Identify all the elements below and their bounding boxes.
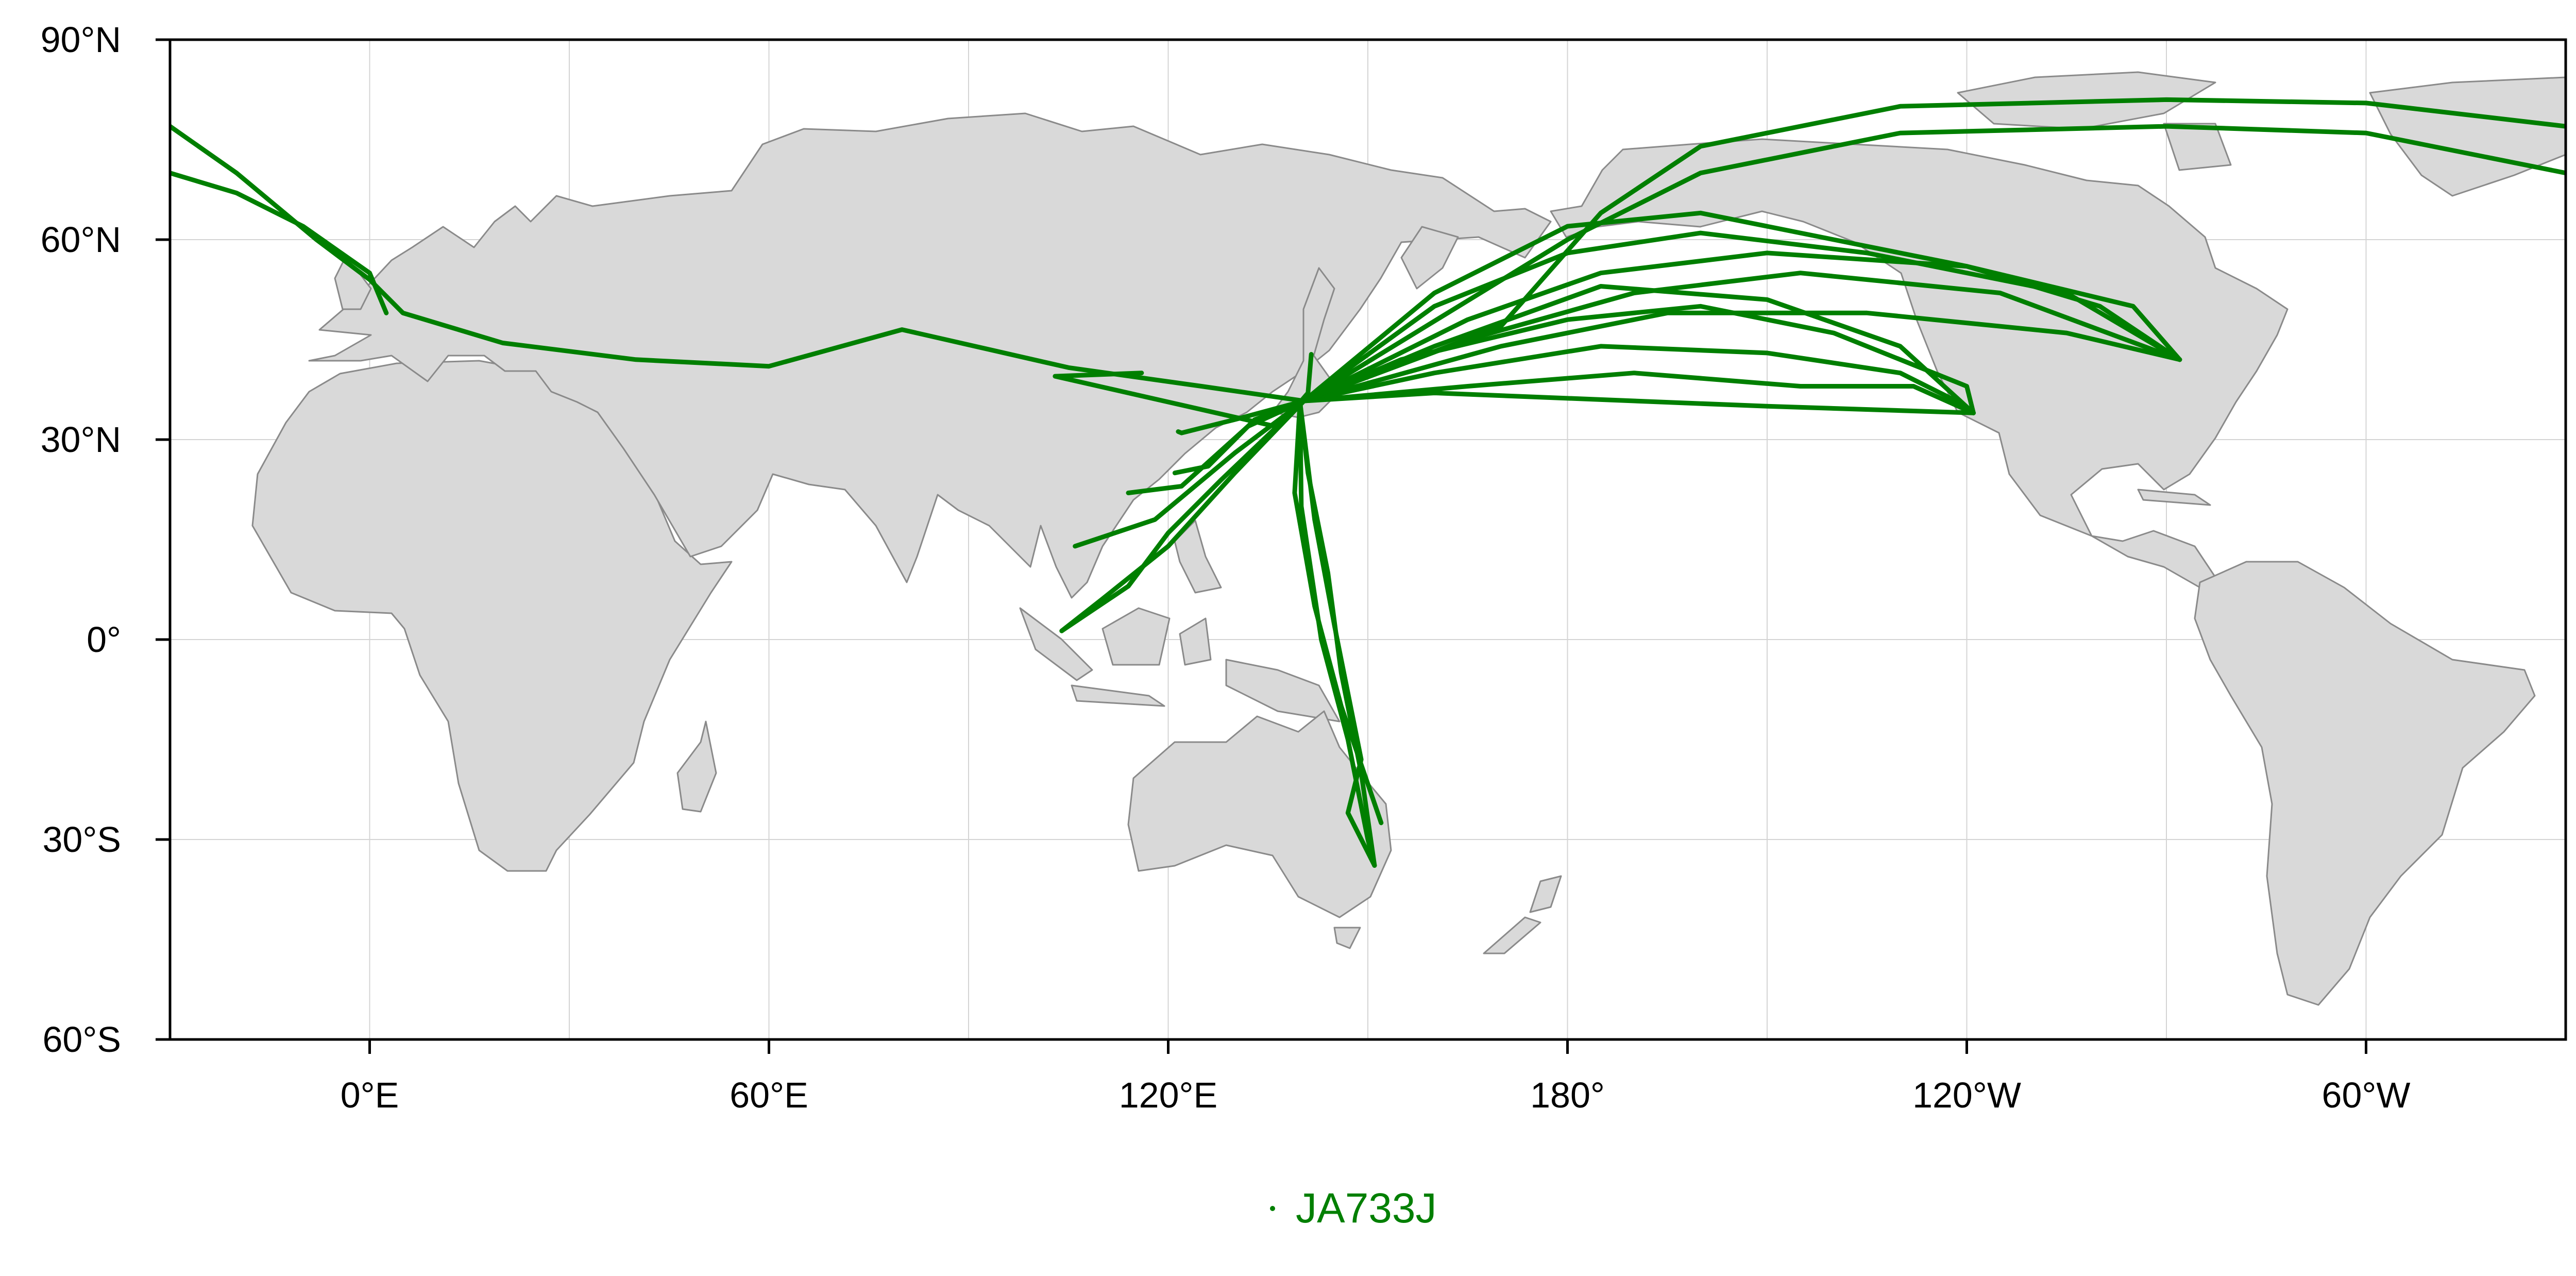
x-tick-label: 60°E — [730, 1075, 808, 1115]
y-tick-label: 90°N — [41, 20, 121, 60]
y-tick-label: 60°S — [42, 1019, 121, 1060]
flight-track — [1301, 344, 1976, 415]
x-tick-label: 0°E — [341, 1075, 399, 1115]
legend-label: JA733J — [1296, 1185, 1437, 1232]
y-tick-label: 30°S — [42, 819, 121, 860]
map-frame — [168, 38, 2567, 1041]
y-tick-label: 60°N — [41, 220, 121, 260]
x-axis: 0°E 60°E 120°E 180° 120°W 60°W — [341, 1039, 2411, 1115]
flight-track — [1053, 371, 1307, 429]
flight-track — [1126, 398, 1307, 495]
land-south-america — [2194, 561, 2536, 1006]
land-layer — [251, 71, 2566, 1006]
flight-track — [1301, 97, 2566, 404]
y-tick-label: 30°N — [41, 419, 121, 460]
x-tick-label: 120°W — [1912, 1075, 2021, 1115]
flight-track — [1301, 250, 2182, 404]
land-tasmania — [1333, 927, 1361, 949]
x-tick-label: 180° — [1530, 1075, 1605, 1115]
flight-track — [1297, 400, 1377, 868]
x-tick-label: 60°W — [2322, 1075, 2411, 1115]
land-madagascar — [676, 720, 717, 813]
land-australia — [1127, 710, 1392, 918]
flight-track — [1059, 398, 1307, 633]
land-cuba — [2137, 489, 2211, 506]
y-axis: 90°N 60°N 30°N 0° 30°S 60°S — [41, 20, 170, 1060]
legend: JA733J — [1270, 1185, 1437, 1232]
land-indonesia — [1019, 519, 1341, 723]
x-tick-label: 120°E — [1119, 1075, 1217, 1115]
flight-track — [1292, 400, 1384, 826]
flight-tracks — [170, 97, 2566, 868]
flight-track — [1301, 284, 1976, 415]
flight-track — [170, 171, 389, 315]
flight-track — [1301, 124, 2566, 404]
flight-track — [1059, 398, 1307, 633]
land-kamchatka — [1400, 226, 1459, 290]
flight-track — [1301, 310, 2182, 404]
legend-marker — [1270, 1206, 1275, 1211]
land-new-zealand — [1483, 875, 1562, 954]
flight-track — [1176, 398, 1307, 435]
flight-track — [1301, 230, 2182, 404]
land-north-america — [1550, 138, 2289, 589]
y-tick-label: 0° — [87, 619, 121, 660]
flight-track — [1301, 371, 1976, 415]
flight-track — [1301, 391, 1976, 415]
